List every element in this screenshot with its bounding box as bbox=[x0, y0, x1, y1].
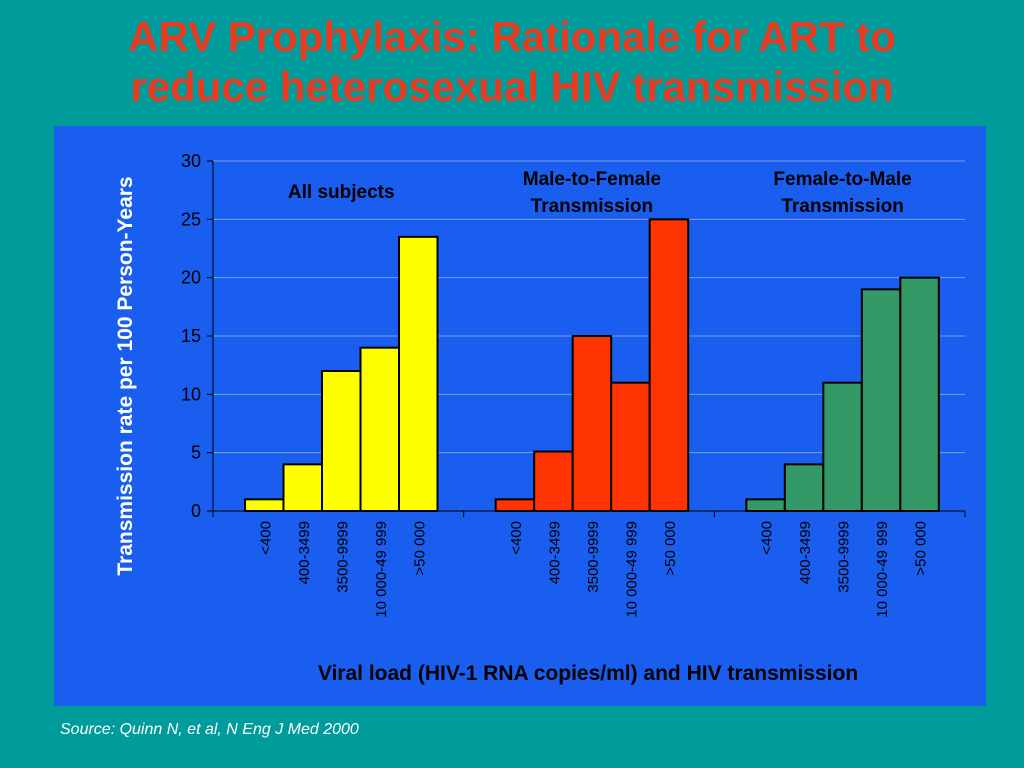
title-line-1: ARV Prophylaxis: Rationale for ART to bbox=[128, 13, 896, 60]
bar bbox=[359, 346, 400, 512]
bar bbox=[282, 463, 323, 513]
group-title: Transmission bbox=[531, 196, 654, 217]
x-category-label: <400 bbox=[508, 521, 525, 555]
group-title: Male-to-Female bbox=[523, 169, 661, 190]
x-category-label: <400 bbox=[759, 521, 776, 555]
source-citation: Source: Quinn N, et al, N Eng J Med 2000 bbox=[60, 721, 359, 738]
x-category-label: >50 000 bbox=[913, 521, 930, 576]
y-axis-title: Transmission rate per 100 Person-Years bbox=[114, 176, 137, 575]
y-tick-label: 15 bbox=[181, 326, 201, 346]
y-tick-label: 30 bbox=[181, 151, 201, 171]
bar bbox=[648, 218, 690, 512]
y-tick-label: 20 bbox=[181, 268, 201, 288]
bar bbox=[244, 498, 285, 513]
title-line-2: reduce heterosexual HIV transmission bbox=[130, 63, 894, 110]
x-category-label: 10 000-49 999 bbox=[373, 521, 390, 618]
chart-panel: 0 5 10 15 20 25 30 <400 400-3499 3500-9999 10 000-… bbox=[54, 126, 986, 706]
bar bbox=[571, 335, 613, 512]
x-category-label: >50 000 bbox=[662, 521, 679, 576]
bar bbox=[610, 381, 651, 512]
x-category-label: <400 bbox=[257, 521, 274, 555]
transmission-rate-chart: 0 5 10 15 20 25 30 <400 400-3499 3500-9999 10 000-… bbox=[114, 151, 966, 685]
y-tick-label: 25 bbox=[181, 209, 201, 229]
bar bbox=[899, 276, 940, 512]
x-category-label: 10 000-49 999 bbox=[623, 521, 640, 618]
x-category-label: 400-3499 bbox=[797, 521, 814, 584]
bar bbox=[822, 381, 863, 512]
x-category-label: >50 000 bbox=[411, 521, 428, 576]
bar bbox=[745, 498, 786, 513]
y-tick-label: 0 bbox=[191, 501, 201, 521]
x-category-label: 3500-9999 bbox=[585, 521, 602, 593]
bar bbox=[860, 288, 902, 512]
bar bbox=[533, 450, 574, 512]
x-axis-title: Viral load (HIV-1 RNA copies/ml) and HIV… bbox=[318, 662, 858, 685]
bar bbox=[398, 235, 439, 512]
group-title: Female-to-Male bbox=[773, 169, 911, 190]
x-category-label: 3500-9999 bbox=[334, 521, 351, 593]
bar bbox=[494, 498, 536, 513]
x-category-label: 10 000-49 999 bbox=[874, 521, 891, 618]
x-category-label: 400-3499 bbox=[296, 521, 313, 584]
bars bbox=[244, 218, 940, 513]
bar bbox=[783, 463, 825, 513]
axes bbox=[207, 160, 966, 517]
labels: 0 5 10 15 20 25 30 <400 400-3499 3500-9999 10 000-… bbox=[114, 151, 930, 685]
group-title: Transmission bbox=[781, 196, 904, 217]
bar bbox=[321, 370, 362, 512]
slide-title: ARV Prophylaxis: Rationale for ART to re… bbox=[0, 12, 1024, 112]
y-tick-label: 5 bbox=[191, 443, 201, 463]
y-tick-label: 10 bbox=[181, 384, 201, 404]
x-category-label: 3500-9999 bbox=[836, 521, 853, 593]
x-category-label: 400-3499 bbox=[546, 521, 563, 584]
group-title: All subjects bbox=[288, 182, 395, 203]
